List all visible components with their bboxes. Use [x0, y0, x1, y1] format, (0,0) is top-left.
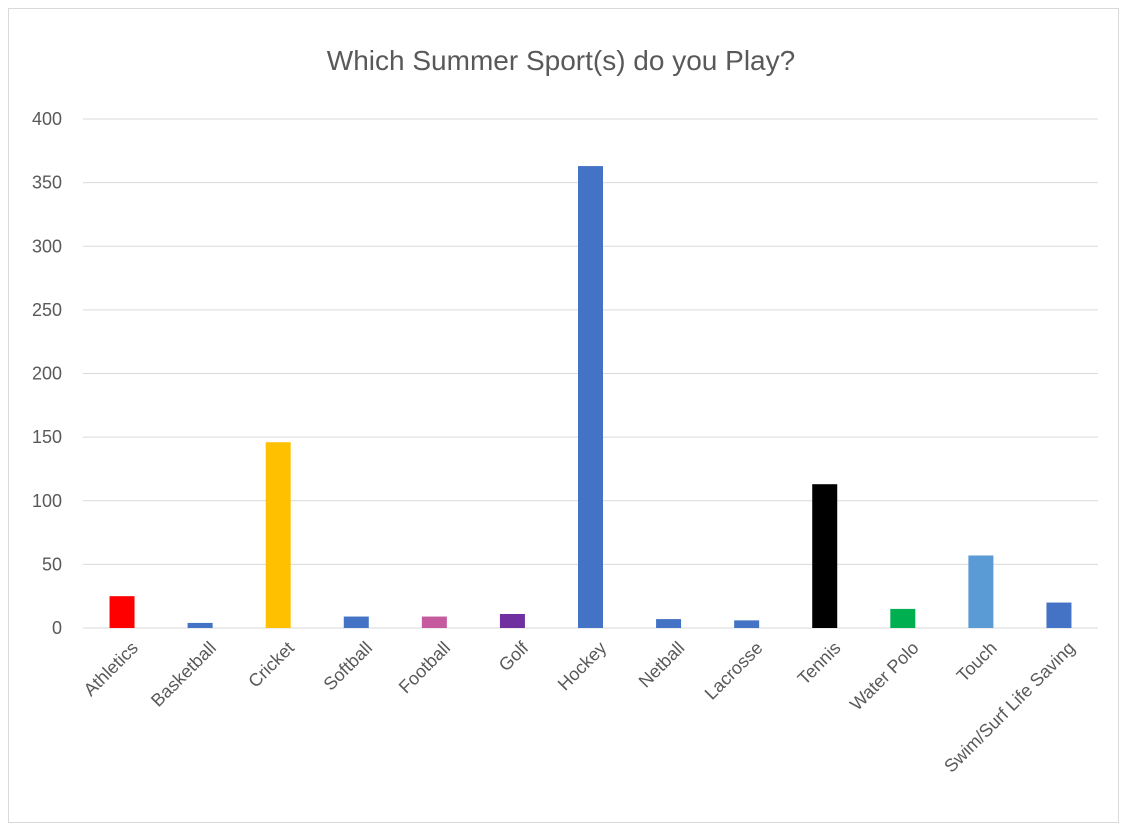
x-tick-label: Swim/Surf Life Saving — [940, 638, 1079, 777]
y-tick-label: 400 — [32, 109, 62, 129]
y-axis-ticks: 0 50 100 150 200 250 300 350 400 — [32, 109, 62, 638]
chart-frame — [8, 8, 1119, 823]
x-tick-label: Lacrosse — [701, 638, 767, 704]
x-axis-ticks: Athletics Basketball Cricket Softball Footba… — [80, 637, 1079, 776]
bars — [109, 166, 1072, 628]
y-tick-label: 200 — [32, 364, 62, 384]
y-tick-label: 50 — [42, 554, 62, 574]
x-tick-label: Tennis — [794, 638, 845, 689]
x-tick-label: Golf — [495, 637, 533, 675]
x-tick-label: Netball — [635, 638, 689, 692]
x-tick-label: Cricket — [244, 638, 298, 692]
chart-title: Which Summer Sport(s) do you Play? — [326, 45, 796, 76]
y-tick-label: 100 — [32, 491, 62, 511]
bar-basketball — [187, 622, 213, 628]
bar-swim-surf-life-saving — [1046, 602, 1072, 628]
x-tick-label: Basketball — [147, 638, 220, 711]
y-tick-label: 250 — [32, 300, 62, 320]
bar-lacrosse — [734, 620, 760, 628]
bar-athletics — [109, 596, 135, 628]
bar-water-polo — [890, 608, 916, 628]
bar-netball — [656, 619, 682, 628]
x-tick-label: Hockey — [554, 638, 611, 695]
bar-touch — [968, 555, 994, 628]
x-tick-label: Athletics — [80, 638, 142, 700]
bar-softball — [343, 616, 369, 628]
bar-golf — [499, 614, 525, 628]
bar-cricket — [265, 442, 291, 628]
y-tick-label: 0 — [52, 618, 62, 638]
y-tick-label: 150 — [32, 427, 62, 447]
x-tick-label: Softball — [320, 638, 377, 695]
y-tick-label: 350 — [32, 173, 62, 193]
y-tick-label: 300 — [32, 236, 62, 256]
bar-tennis — [812, 484, 838, 628]
x-tick-label: Touch — [953, 638, 1001, 686]
x-tick-label: Water Polo — [846, 638, 923, 715]
x-tick-label: Football — [395, 638, 454, 697]
bar-hockey — [578, 166, 603, 628]
bar-football — [421, 616, 447, 628]
